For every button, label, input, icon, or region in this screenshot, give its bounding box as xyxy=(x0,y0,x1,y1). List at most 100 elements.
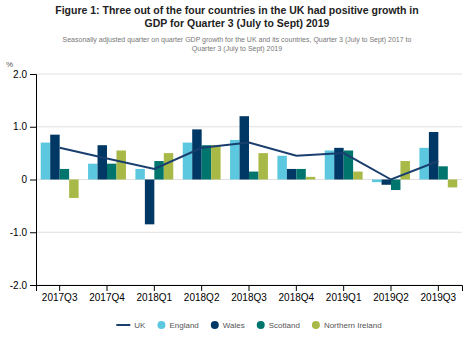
bar xyxy=(429,132,438,179)
legend-label: UK xyxy=(134,321,146,330)
y-tick-mark xyxy=(30,127,36,128)
bar xyxy=(88,164,97,180)
bar-series xyxy=(50,116,438,224)
x-tick-label: 2019Q1 xyxy=(326,292,362,303)
legend-item: Scotland xyxy=(257,321,300,330)
y-tick-label: -2.0 xyxy=(10,280,28,291)
x-tick: 2018Q2 xyxy=(184,285,220,303)
y-tick-mark xyxy=(30,232,36,233)
bar xyxy=(164,153,173,179)
subtitle: Quarter 3 (July to Sept) 2019 xyxy=(192,45,282,53)
bar xyxy=(154,161,163,179)
legend-item: England xyxy=(157,321,198,330)
bar xyxy=(183,143,192,180)
x-tick-label: 2019Q2 xyxy=(373,292,409,303)
y-tick-mark xyxy=(30,74,36,75)
bar xyxy=(230,140,239,180)
plot-area xyxy=(41,116,458,224)
bar-series xyxy=(41,140,429,182)
x-tick-label: 2019Q3 xyxy=(421,292,457,303)
legend-swatch xyxy=(116,324,130,326)
bar xyxy=(135,169,144,180)
bar xyxy=(192,129,201,179)
x-tick: 2019Q1 xyxy=(326,285,362,303)
legend-item: UK xyxy=(116,321,146,330)
x-tick: 2019Q2 xyxy=(373,285,409,303)
bar xyxy=(145,180,154,225)
x-tick-label: 2018Q2 xyxy=(184,292,220,303)
x-tick: 2018Q1 xyxy=(137,285,173,303)
bar xyxy=(202,145,211,179)
x-tick-label: 2018Q3 xyxy=(231,292,267,303)
x-tick-mark xyxy=(154,285,155,291)
y-tick: 0 xyxy=(21,174,36,185)
bar xyxy=(296,169,305,180)
x-tick-label: 2018Q1 xyxy=(137,292,173,303)
y-tick-mark xyxy=(30,180,36,181)
x-tick-mark xyxy=(391,285,392,291)
bar xyxy=(287,169,296,180)
x-tick-mark xyxy=(296,285,297,291)
bar xyxy=(419,148,428,180)
x-tick-mark xyxy=(249,285,250,291)
x-tick-label: 2017Q4 xyxy=(89,292,125,303)
x-axis: 2017Q3 2017Q4 2018Q1 2018Q2 2018Q3 2018Q4 2019… xyxy=(37,285,463,303)
x-tick: 2018Q3 xyxy=(231,285,267,303)
legend-label: Northern Ireland xyxy=(324,321,382,330)
bar xyxy=(372,180,381,183)
y-tick-label: 2.0 xyxy=(13,69,27,80)
title: GDP for Quarter 3 (July to Sept) 2019 xyxy=(145,17,330,29)
y-tick: 1.0 xyxy=(13,121,36,132)
bar xyxy=(353,172,362,180)
x-tick: 2017Q3 xyxy=(42,285,78,303)
bar xyxy=(391,180,400,191)
legend-label: Wales xyxy=(223,321,245,330)
bar xyxy=(249,172,258,180)
bar xyxy=(69,180,78,198)
legend: UK England Wales Scotland Northern Ireland xyxy=(116,321,381,330)
grid xyxy=(36,74,462,285)
bar xyxy=(448,180,457,188)
title: Figure 1: Three out of the four countrie… xyxy=(55,4,418,16)
x-tick: 2017Q4 xyxy=(89,285,125,303)
legend-swatch xyxy=(312,321,320,329)
legend-item: Wales xyxy=(211,321,245,330)
grid-line xyxy=(36,74,462,75)
bar xyxy=(41,143,50,180)
bar xyxy=(438,166,447,179)
y-tick-label: 0 xyxy=(21,174,27,185)
x-tick-mark xyxy=(438,285,439,291)
legend-swatch xyxy=(257,321,265,329)
y-axis-line xyxy=(30,75,37,286)
x-axis-line xyxy=(37,286,463,292)
y-tick: -2.0 xyxy=(10,280,36,291)
y-tick-label: -1.0 xyxy=(10,227,28,238)
bar xyxy=(60,169,69,180)
subtitle: Seasonally adjusted quarter on quarter G… xyxy=(63,36,412,44)
legend-swatch xyxy=(157,321,165,329)
y-tick-label: 1.0 xyxy=(13,121,27,132)
y-axis-label: % xyxy=(6,60,13,69)
line xyxy=(60,143,439,180)
legend-swatch xyxy=(211,321,219,329)
x-tick-mark xyxy=(343,285,344,291)
x-tick-label: 2018Q4 xyxy=(279,292,315,303)
y-tick-mark xyxy=(30,285,36,286)
legend-item: Northern Ireland xyxy=(312,321,382,330)
bar xyxy=(116,150,125,179)
grid-line xyxy=(36,232,462,233)
chart: Figure 1: Three out of the four countrie… xyxy=(0,0,474,339)
bar xyxy=(382,180,391,185)
legend-label: Scotland xyxy=(269,321,300,330)
bar xyxy=(306,177,315,180)
y-tick: 2.0 xyxy=(13,69,36,80)
bar-series xyxy=(60,145,448,190)
y-axis: -2.0 -1.0 0 1.0 2.0 xyxy=(10,69,37,291)
y-tick: -1.0 xyxy=(10,227,36,238)
bar xyxy=(277,156,286,180)
x-tick: 2019Q3 xyxy=(421,285,457,303)
bar xyxy=(240,116,249,179)
legend-label: England xyxy=(169,321,198,330)
x-tick-mark xyxy=(59,285,60,291)
bar-series xyxy=(69,145,457,198)
